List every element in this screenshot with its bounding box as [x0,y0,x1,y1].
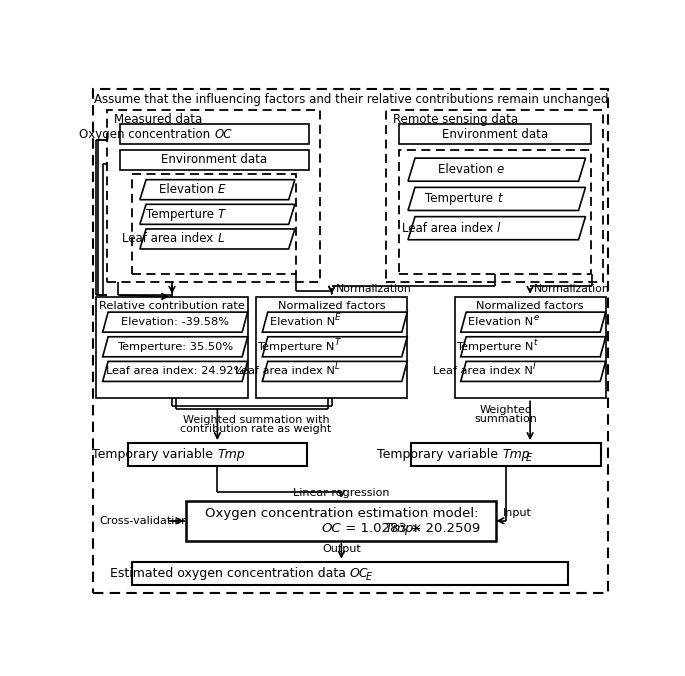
Bar [386,110,603,282]
Polygon shape [103,362,247,381]
Text: T: T [335,338,340,347]
Bar [399,124,591,144]
Text: Tmp: Tmp [217,448,245,461]
Polygon shape [262,337,408,357]
Text: L: L [217,233,224,245]
Polygon shape [408,187,586,210]
Text: E: E [217,183,225,196]
Polygon shape [408,158,586,181]
Bar [132,562,568,585]
Text: Temperture: Temperture [146,208,217,221]
Text: Weighted summation with: Weighted summation with [183,415,329,425]
Text: Relative contribution rate: Relative contribution rate [99,301,245,311]
Text: Leaf area index: Leaf area index [123,233,217,245]
Polygon shape [461,362,606,381]
Text: E: E [335,313,340,322]
Text: OC: OC [322,522,341,535]
Text: Environment data: Environment data [161,153,267,166]
Text: Temperture N: Temperture N [258,342,335,352]
Text: Normalization: Normalization [534,284,610,294]
Text: E: E [365,572,371,582]
Text: Leaf area index N: Leaf area index N [235,366,335,377]
Text: Oxygen concentration estimation model:: Oxygen concentration estimation model: [205,506,478,520]
Polygon shape [408,216,586,240]
Text: e: e [533,313,538,322]
Text: E: E [525,454,532,464]
Text: Estimated oxygen concentration data: Estimated oxygen concentration data [110,566,350,579]
Text: t: t [497,193,501,206]
Text: T: T [217,208,225,221]
Polygon shape [140,204,295,224]
Text: Oxygen concentration: Oxygen concentration [79,128,214,141]
Text: Normalization: Normalization [336,284,411,294]
Text: Tmp: Tmp [384,522,413,535]
Text: Leaf area index: 24.92%: Leaf area index: 24.92% [106,366,245,377]
Text: l: l [533,362,536,371]
Text: Temperture: Temperture [425,193,497,206]
Bar [120,149,309,170]
Text: Cross-validation: Cross-validation [99,516,189,526]
Text: Tmp: Tmp [502,448,530,461]
Polygon shape [140,180,295,199]
Polygon shape [103,337,247,357]
Text: Elevation N: Elevation N [468,317,533,327]
Text: Elevation: -39.58%: Elevation: -39.58% [121,317,229,327]
Text: L: L [335,362,340,371]
Text: Weighted: Weighted [479,405,532,415]
Text: Measured data: Measured data [114,113,202,126]
Text: Output: Output [322,544,361,554]
Bar [256,297,408,398]
Text: = 1.0283 ×: = 1.0283 × [341,522,427,535]
Polygon shape [461,337,606,357]
Bar [108,110,321,282]
Text: Temperture N: Temperture N [456,342,533,352]
Bar [399,149,591,274]
Bar [128,443,306,466]
Text: Elevation: Elevation [159,183,217,196]
Bar [97,297,247,398]
Polygon shape [262,362,408,381]
Text: contribution rate as weight: contribution rate as weight [181,424,332,434]
Bar [411,443,601,466]
Bar [455,297,606,398]
Polygon shape [103,312,247,332]
Text: + 20.2509: + 20.2509 [406,522,480,535]
Bar [186,501,497,541]
Polygon shape [140,229,295,249]
Text: Temperture: 35.50%: Temperture: 35.50% [117,342,233,352]
Polygon shape [262,312,408,332]
Text: Assume that the influencing factors and their relative contributions remain unch: Assume that the influencing factors and … [94,93,608,106]
Text: Input: Input [503,508,532,518]
Bar [132,174,297,274]
Text: l: l [497,222,500,235]
Text: Elevation: Elevation [438,163,497,176]
Text: e: e [497,163,504,176]
Text: Temporary variable: Temporary variable [377,448,502,461]
Text: Environment data: Environment data [442,128,548,141]
Text: Linear regression: Linear regression [293,488,390,498]
Text: summation: summation [475,414,538,424]
Text: Elevation N: Elevation N [270,317,335,327]
Text: Remote sensing data: Remote sensing data [393,113,518,126]
Text: Leaf area index N: Leaf area index N [434,366,533,377]
Text: Temporary variable: Temporary variable [92,448,217,461]
Bar [120,124,309,144]
Text: Normalized factors: Normalized factors [278,301,386,311]
Text: OC: OC [350,566,369,579]
Text: Normalized factors: Normalized factors [476,301,584,311]
Polygon shape [461,312,606,332]
Text: OC: OC [214,128,232,141]
Text: t: t [533,338,536,347]
Text: Leaf area index: Leaf area index [402,222,497,235]
